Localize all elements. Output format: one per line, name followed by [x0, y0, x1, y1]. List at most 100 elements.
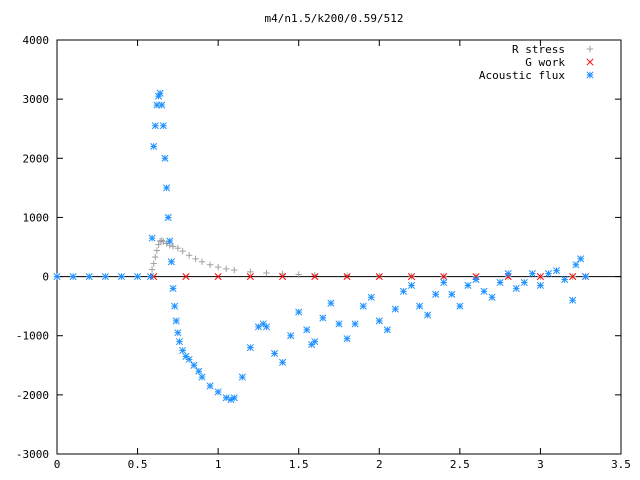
data-point — [171, 302, 179, 310]
data-point — [416, 302, 424, 310]
data-point — [367, 293, 375, 301]
data-point — [247, 268, 254, 276]
data-point — [572, 261, 580, 269]
data-point — [148, 234, 156, 242]
data-point — [185, 355, 193, 363]
data-point — [195, 367, 203, 375]
y-tick-label: 0 — [42, 271, 49, 284]
data-point — [231, 266, 238, 274]
data-point — [174, 244, 182, 252]
data-point — [343, 335, 351, 343]
data-point — [156, 237, 164, 245]
data-point — [214, 263, 222, 271]
data-point — [161, 154, 169, 162]
data-point — [569, 273, 577, 281]
x-axis: 0 0.5 1 1.5 2 2.5 3 3.5 — [54, 40, 631, 471]
x-tick: 3.5 — [611, 40, 631, 471]
plot-area — [56, 39, 622, 455]
y-tick-label: -3000 — [16, 448, 49, 461]
x-tick: 3 — [537, 40, 544, 471]
y-tick: -2000 — [16, 389, 621, 402]
legend-marker — [586, 71, 594, 79]
data-point — [351, 320, 359, 328]
data-point — [155, 241, 162, 248]
data-point — [101, 273, 109, 281]
y-tick: 1000 — [23, 211, 621, 224]
chart-title: m4/n1.5/k200/0.59/512 — [264, 12, 403, 25]
data-point — [303, 326, 311, 334]
x-tick: 0.5 — [128, 40, 148, 471]
data-point — [152, 253, 159, 261]
data-point — [175, 338, 184, 346]
data-point — [159, 122, 167, 130]
data-point — [192, 255, 199, 263]
x-tick-label: 3.5 — [611, 458, 631, 471]
data-point — [150, 273, 158, 281]
data-point — [254, 323, 262, 331]
data-point — [464, 281, 472, 289]
data-point — [156, 89, 164, 97]
data-point — [246, 343, 254, 352]
data-point — [179, 346, 187, 355]
x-tick-label: 0 — [54, 458, 61, 471]
x-tick: 0 — [54, 40, 61, 471]
y-tick: 3000 — [23, 93, 621, 106]
data-point — [311, 338, 319, 346]
data-point — [163, 184, 171, 192]
data-point — [488, 293, 496, 301]
data-point — [160, 238, 167, 245]
data-point — [383, 326, 391, 334]
data-point — [544, 270, 553, 278]
data-point — [295, 271, 302, 278]
data-point — [158, 237, 165, 244]
data-point — [270, 349, 279, 358]
data-point — [172, 317, 180, 325]
data-point — [399, 287, 408, 295]
data-point — [223, 265, 230, 273]
data-point — [319, 314, 327, 322]
data-point — [151, 122, 159, 130]
y-tick-label: 3000 — [23, 93, 50, 106]
x-tick: 1 — [215, 40, 221, 471]
x-tick: 2 — [376, 40, 383, 471]
data-point — [174, 329, 182, 337]
x-tick: 2.5 — [450, 40, 470, 471]
x-tick-label: 1.5 — [289, 458, 309, 471]
data-point — [472, 275, 480, 284]
x-tick-label: 2 — [376, 458, 383, 471]
data-point — [262, 323, 271, 331]
data-point — [432, 290, 440, 298]
data-point — [214, 388, 222, 396]
data-point — [238, 373, 246, 381]
data-point — [496, 278, 504, 287]
data-point — [311, 271, 319, 279]
data-point — [520, 278, 528, 287]
x-tick-label: 3 — [537, 458, 544, 471]
data-point — [561, 275, 569, 284]
x-tick-label: 0.5 — [128, 458, 148, 471]
data-point — [375, 273, 383, 281]
y-axis: -3000 -2000 -1000 0 1000 2000 3000 4000 — [16, 34, 621, 461]
plot-frame — [56, 39, 622, 455]
data-point — [153, 247, 161, 254]
y-tick-label: 2000 — [23, 152, 50, 165]
data-point — [179, 247, 186, 255]
legend-label: G work — [525, 56, 565, 69]
data-point — [448, 290, 456, 298]
data-point — [456, 302, 464, 310]
data-point — [148, 266, 156, 273]
data-point — [295, 308, 303, 316]
data-point — [134, 273, 142, 281]
data-point — [375, 317, 383, 325]
data-point — [335, 320, 343, 328]
data-point — [182, 273, 190, 281]
data-point — [279, 358, 287, 366]
data-point — [53, 273, 61, 281]
data-point — [391, 305, 399, 313]
data-point — [163, 240, 170, 247]
data-point — [146, 273, 155, 281]
y-tick: 2000 — [23, 152, 621, 165]
data-point — [424, 311, 432, 319]
data-point — [206, 261, 214, 268]
